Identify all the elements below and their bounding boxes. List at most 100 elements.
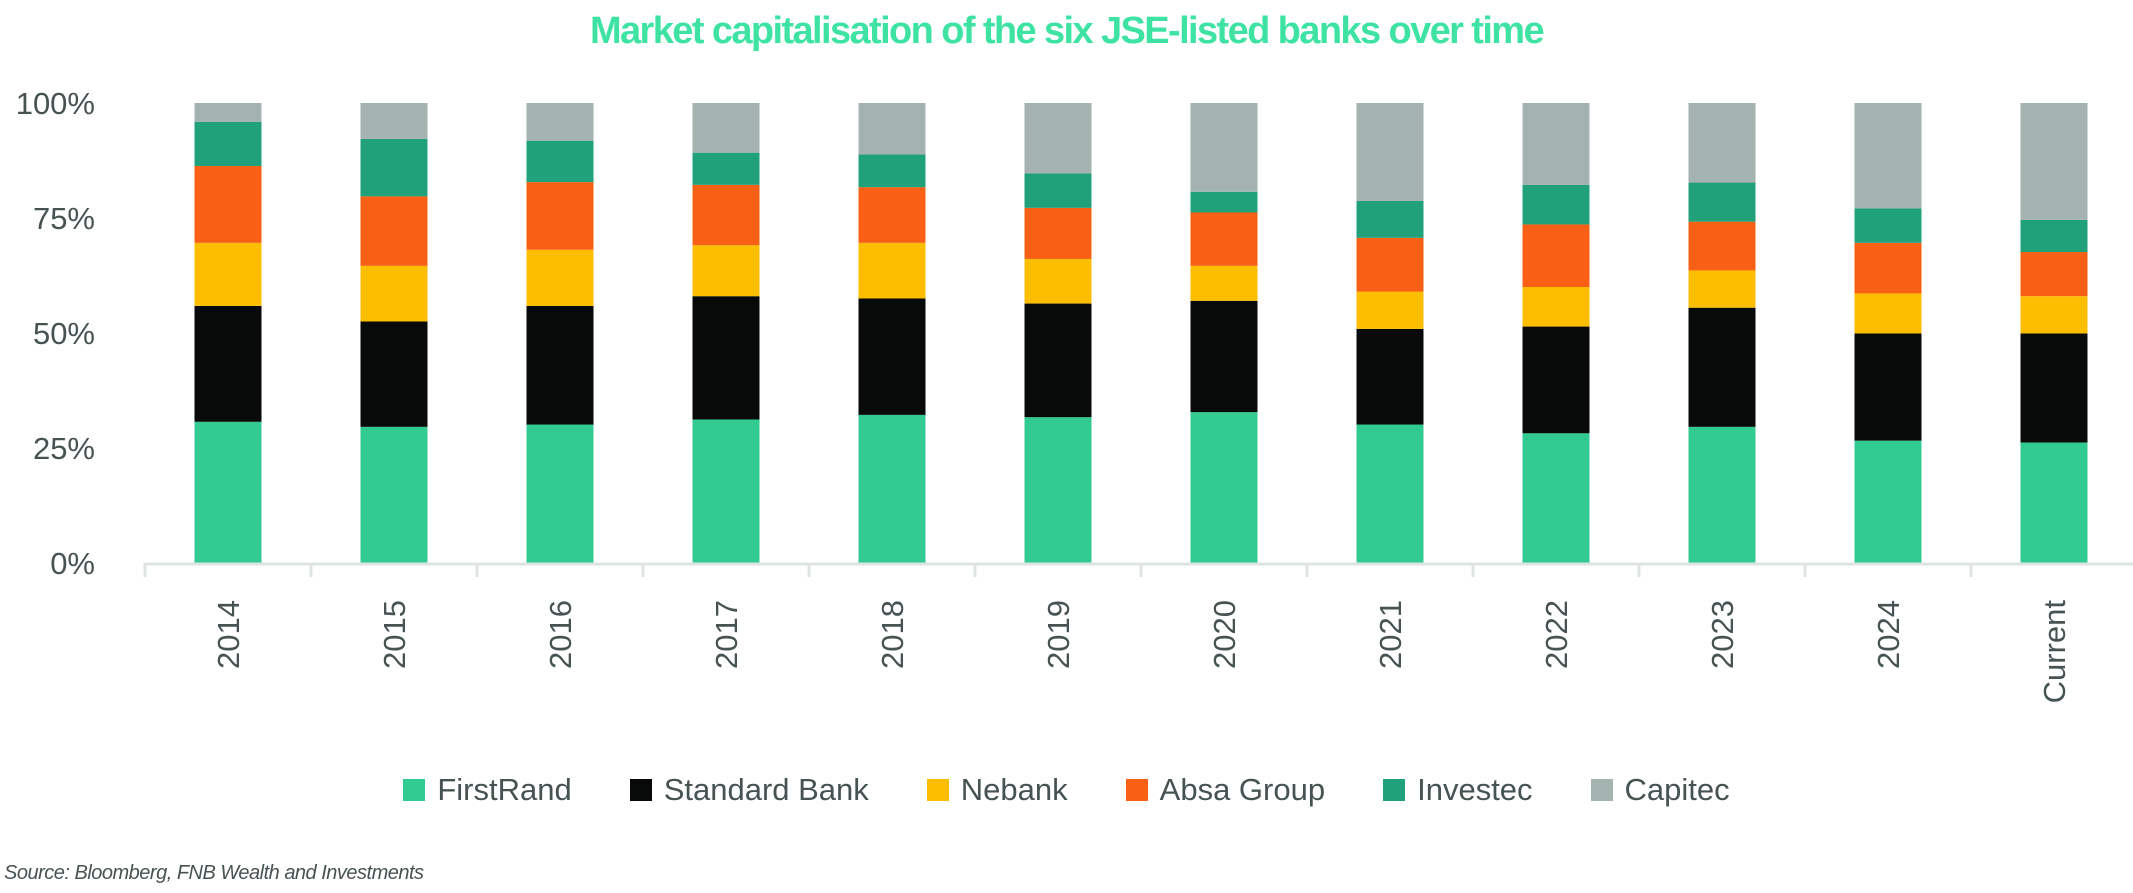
bar-segment-absa-group (858, 187, 926, 243)
bar-segment-absa-group (1522, 224, 1590, 287)
bar-segment-capitec (1522, 103, 1590, 185)
bar-segment-investec (194, 121, 262, 167)
bar-segment-standard-bank (858, 298, 926, 415)
x-tick-label: 2015 (377, 600, 412, 669)
bar-segment-nebank (1854, 293, 1922, 334)
bar-segment-firstrand (360, 426, 428, 563)
bar-segment-firstrand (1024, 417, 1092, 563)
bar-segment-standard-bank (1688, 307, 1756, 427)
bar-segment-capitec (360, 103, 428, 139)
legend-item: Capitec (1590, 772, 1730, 808)
bar-segment-nebank (858, 242, 926, 299)
bar-segment-nebank (360, 265, 428, 322)
x-tick-label: 2019 (1041, 600, 1076, 669)
legend-label: Investec (1417, 772, 1533, 807)
legend-label: Standard Bank (663, 772, 869, 807)
bar-segment-capitec (1024, 103, 1092, 174)
x-tick-label: 2018 (875, 600, 910, 669)
bar-segment-firstrand (1190, 412, 1258, 563)
bar-segment-absa-group (194, 166, 262, 243)
bar-segment-investec (1190, 191, 1258, 213)
bar-segment-capitec (858, 103, 926, 155)
bar-segment-capitec (194, 103, 262, 122)
bar-segment-absa-group (1854, 242, 1922, 294)
stacked-bar-chart: 0% 25% 50% 75% 100% 2014 2015 2016 2017 2018 2019 2… (16, 86, 2133, 704)
bar-segment-firstrand (1854, 440, 1922, 563)
bar-segment-standard-bank (194, 305, 262, 422)
legend: FirstRand Standard Bank Nebank Absa Group In… (0, 772, 2133, 808)
y-tick-label: 25% (33, 431, 95, 466)
bar-segment-firstrand (692, 419, 760, 563)
bar-segment-capitec (1190, 103, 1258, 192)
bar-segment-capitec (1688, 103, 1756, 183)
bar-segment-firstrand (858, 414, 926, 563)
bar-segment-nebank (1024, 258, 1092, 304)
legend-swatch (1590, 779, 1613, 801)
bar-segment-nebank (2020, 296, 2088, 334)
bar-segment-investec (1688, 182, 1756, 222)
bar-segment-investec (1854, 208, 1922, 243)
bar-segment-capitec (526, 103, 594, 141)
chart-title: Market capitalisation of the six JSE-lis… (589, 10, 1545, 52)
legend-swatch (629, 779, 652, 801)
bar-segment-standard-bank (360, 321, 428, 427)
bar-segment-capitec (692, 103, 760, 153)
x-tick-label: 2021 (1373, 600, 1408, 669)
bar-segment-capitec (1356, 103, 1424, 201)
legend-item: Nebank (926, 772, 1068, 808)
bar-segment-firstrand (194, 421, 262, 563)
y-tick-label: 50% (33, 316, 95, 351)
legend-item: Absa Group (1125, 772, 1326, 808)
x-tick-label: Current (2037, 600, 2072, 704)
bar-segment-capitec (2020, 103, 2088, 220)
bar-segment-investec (1356, 200, 1424, 238)
bar-segment-firstrand (1688, 426, 1756, 563)
bar-segment-capitec (1854, 103, 1922, 209)
bar-segment-standard-bank (1024, 303, 1092, 418)
x-tick-label: 2022 (1539, 600, 1574, 669)
x-tick-label: 2024 (1871, 600, 1906, 669)
legend-swatch (1125, 779, 1148, 801)
bar-segment-standard-bank (526, 305, 594, 425)
bar-segment-firstrand (526, 424, 594, 563)
legend-label: Absa Group (1159, 772, 1326, 807)
legend-label: Capitec (1624, 772, 1730, 807)
bar-segment-standard-bank (692, 296, 760, 420)
bar-segment-nebank (1522, 287, 1590, 327)
legend-swatch (926, 779, 949, 801)
bar-segment-nebank (692, 245, 760, 297)
bar-segment-absa-group (1024, 207, 1092, 259)
legend-item: Standard Bank (629, 772, 869, 808)
legend-label: Nebank (960, 772, 1068, 807)
bar-segment-standard-bank (1356, 328, 1424, 425)
bar-segment-firstrand (1522, 433, 1590, 563)
legend-swatch (1383, 779, 1406, 801)
bar-segment-absa-group (526, 182, 594, 250)
bar-segment-nebank (526, 249, 594, 306)
bar-segment-standard-bank (1190, 300, 1258, 413)
legend-item: Investec (1383, 772, 1533, 808)
bar-segment-absa-group (360, 196, 428, 266)
x-tick-label: 2020 (1207, 600, 1242, 669)
y-tick-label: 100% (16, 86, 95, 121)
bar-segment-absa-group (1356, 237, 1424, 292)
bar-segment-nebank (1190, 265, 1258, 301)
bar-segment-standard-bank (1854, 333, 1922, 441)
bar-segment-absa-group (692, 184, 760, 246)
bar-segment-investec (360, 138, 428, 197)
source-note: Source: Bloomberg, FNB Wealth and Invest… (4, 862, 424, 884)
bar-segment-absa-group (1190, 212, 1258, 266)
bar-segment-firstrand (1356, 424, 1424, 563)
bar-segment-investec (858, 154, 926, 188)
bar-segment-investec (692, 152, 760, 185)
x-tick-label: 2016 (543, 600, 578, 669)
bar-segment-firstrand (2020, 442, 2088, 563)
legend-swatch (403, 779, 426, 801)
bar-segment-nebank (1688, 270, 1756, 308)
bar-segment-investec (2020, 219, 2088, 253)
legend-item: FirstRand (403, 772, 572, 808)
bar-segment-nebank (1356, 291, 1424, 329)
bar-segment-investec (1522, 184, 1590, 225)
bar-segment-absa-group (2020, 252, 2088, 297)
